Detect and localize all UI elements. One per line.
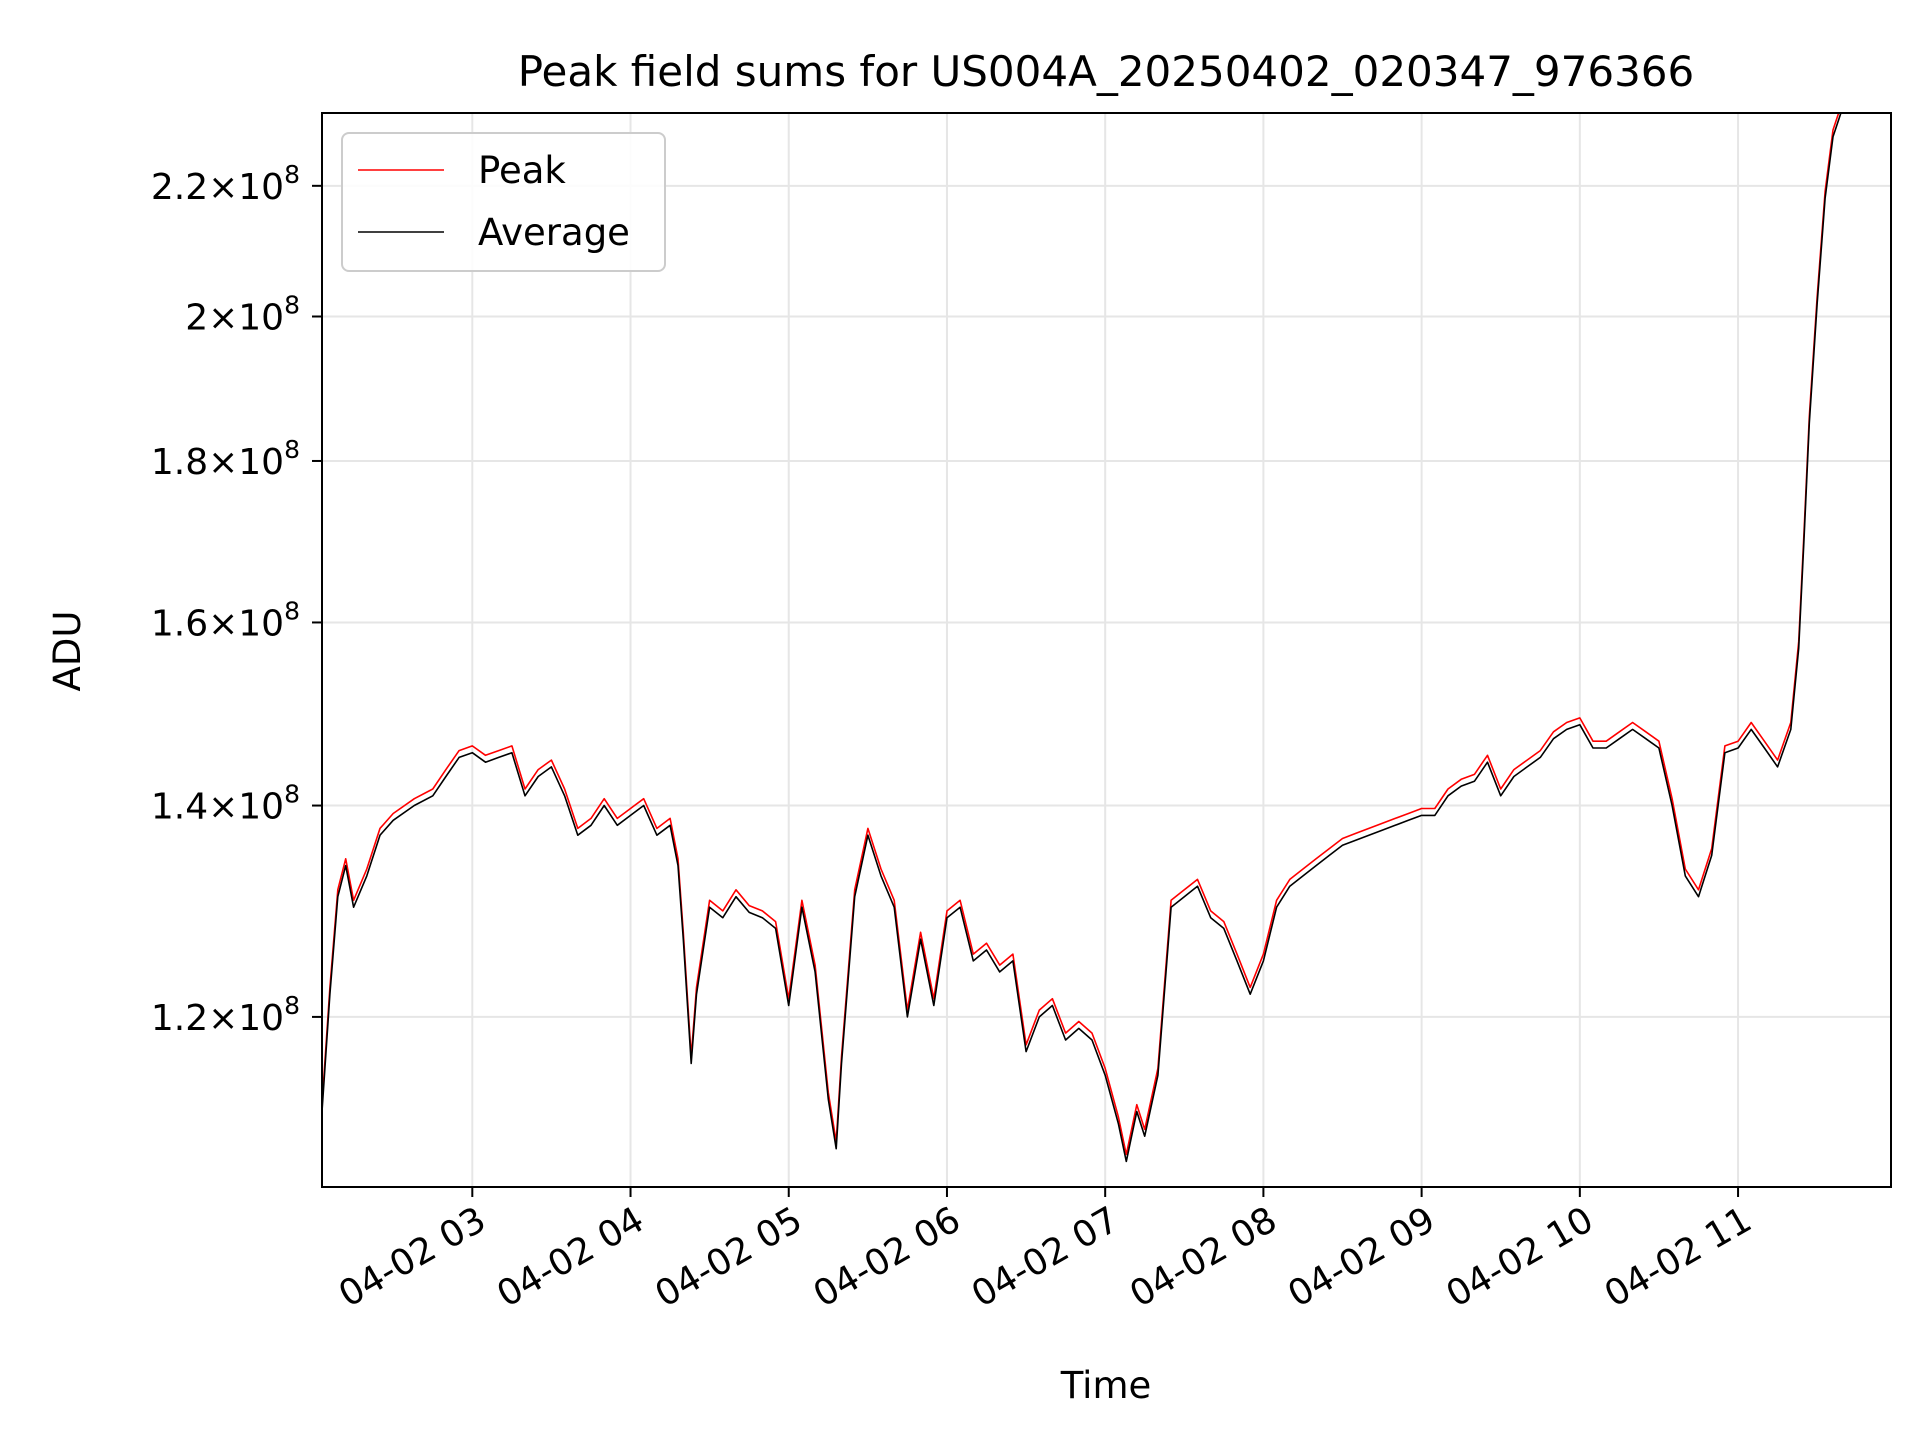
y-axis: 1.2×108 1.4×108 1.6×108 1.8×108 2×108 2.2×108	[151, 160, 322, 1039]
plot-frame	[321, 112, 1892, 1188]
legend-box	[341, 132, 666, 272]
y-tick-label-4: 2×108	[185, 291, 300, 339]
legend: Peak Average	[341, 132, 666, 272]
legend-label-average: Average	[478, 211, 630, 254]
y-tick-label-5: 2.2×108	[151, 160, 300, 208]
y-tick-label-2: 1.6×108	[151, 596, 300, 644]
y-axis-label: ADU	[46, 611, 89, 692]
y-tick-label-3: 1.8×108	[151, 435, 300, 483]
chart-title: Peak field sums for US004A_20250402_0203…	[518, 47, 1695, 96]
series-layer	[322, 113, 1891, 1163]
y-tick-label-0: 1.2×108	[151, 991, 300, 1039]
series-line-average	[322, 113, 1891, 1163]
series-line-peak	[322, 113, 1840, 1156]
legend-label-peak: Peak	[478, 149, 566, 192]
gridlines	[322, 113, 1891, 1187]
y-tick-label-1: 1.4×108	[151, 780, 300, 828]
x-axis-label: Time	[1060, 1364, 1152, 1407]
